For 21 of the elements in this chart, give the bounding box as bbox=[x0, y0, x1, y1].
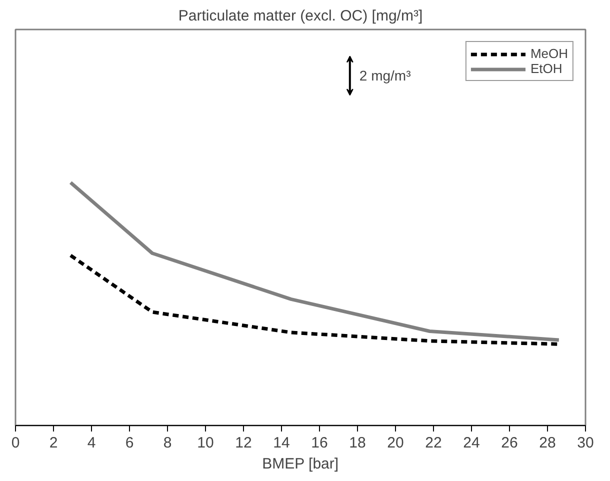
x-tick-label: 26 bbox=[501, 434, 518, 452]
x-tick-label: 20 bbox=[387, 434, 404, 452]
text: 2 mg/m³ bbox=[359, 68, 412, 84]
x-tick-label: 28 bbox=[539, 434, 556, 452]
x-tick-label: 10 bbox=[197, 434, 214, 452]
x-tick-label: 16 bbox=[311, 434, 328, 452]
x-tick-label: 22 bbox=[425, 434, 442, 452]
legend-label: MeOH bbox=[530, 46, 568, 61]
legend-label: EtOH bbox=[530, 61, 562, 76]
x-tick-label: 8 bbox=[163, 434, 172, 452]
x-tick-label: 0 bbox=[11, 434, 20, 452]
x-tick-label: 2 bbox=[49, 434, 58, 452]
x-tick-label: 24 bbox=[463, 434, 480, 452]
x-tick-label: 6 bbox=[125, 434, 134, 452]
x-axis-title: BMEP [bar] bbox=[262, 456, 339, 472]
chart-title: Particulate matter (excl. OC) [mg/m³] bbox=[178, 8, 423, 24]
x-tick-label: 12 bbox=[235, 434, 252, 452]
x-tick-label: 4 bbox=[87, 434, 96, 452]
x-tick-label: 14 bbox=[273, 434, 290, 452]
x-tick-label: 30 bbox=[577, 434, 594, 452]
x-tick-label: 18 bbox=[349, 434, 366, 452]
